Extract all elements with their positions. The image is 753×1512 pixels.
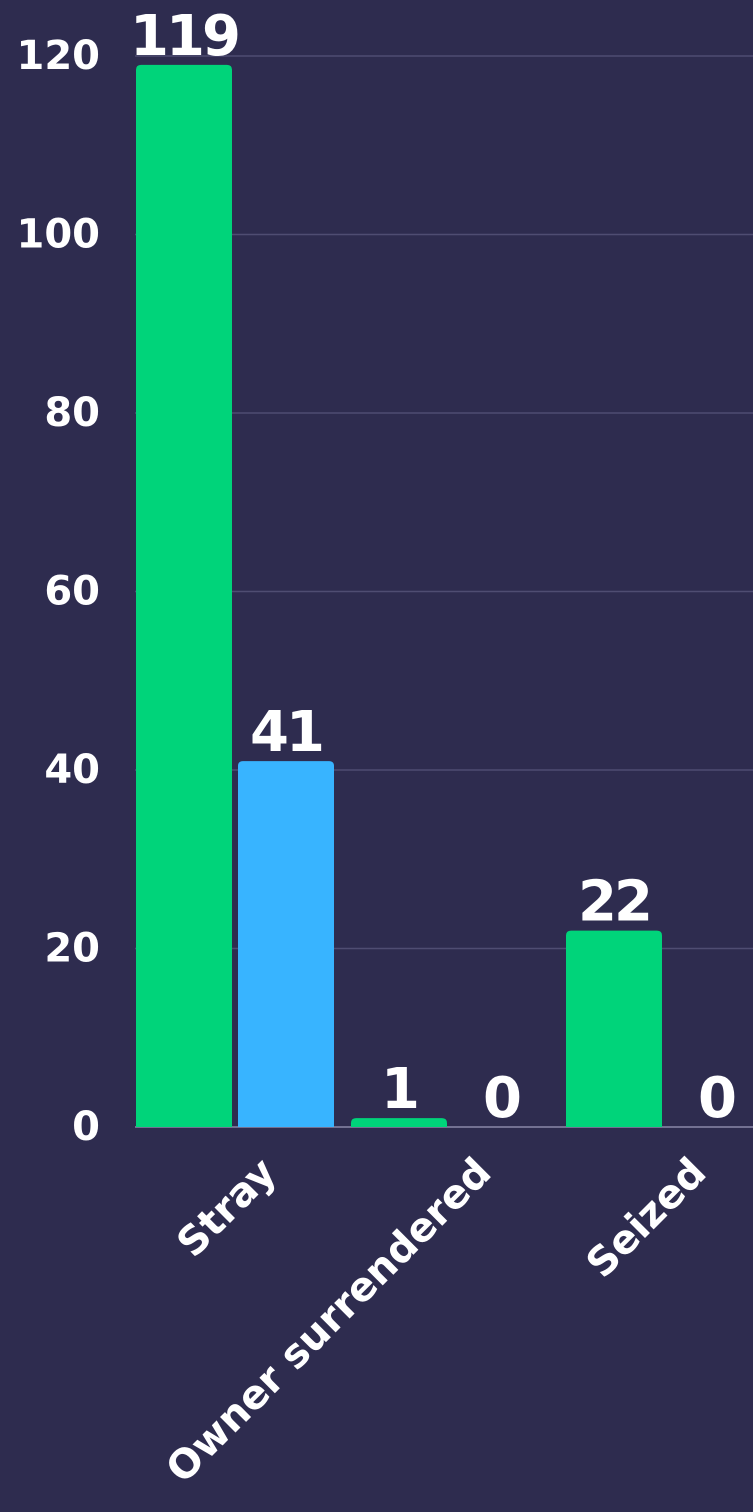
bar — [566, 930, 662, 1127]
x-tick-label: Seized — [578, 1149, 716, 1287]
value-label: 0 — [698, 1066, 735, 1131]
y-tick-label: 100 — [17, 212, 101, 258]
value-label: 22 — [578, 870, 650, 935]
y-tick-label: 80 — [44, 390, 100, 436]
value-label: 0 — [483, 1066, 520, 1131]
value-label: 119 — [130, 4, 238, 69]
value-label: 41 — [250, 700, 322, 765]
bar — [351, 1118, 447, 1127]
y-tick-label: 20 — [44, 926, 100, 972]
bar — [238, 761, 334, 1127]
x-tick-label: Stray — [168, 1149, 285, 1266]
y-tick-label: 120 — [17, 33, 101, 79]
y-tick-label: 40 — [44, 747, 100, 793]
y-tick-label: 0 — [72, 1104, 100, 1150]
value-label: 1 — [381, 1057, 417, 1122]
bar — [136, 64, 232, 1127]
y-tick-label: 60 — [44, 569, 100, 615]
